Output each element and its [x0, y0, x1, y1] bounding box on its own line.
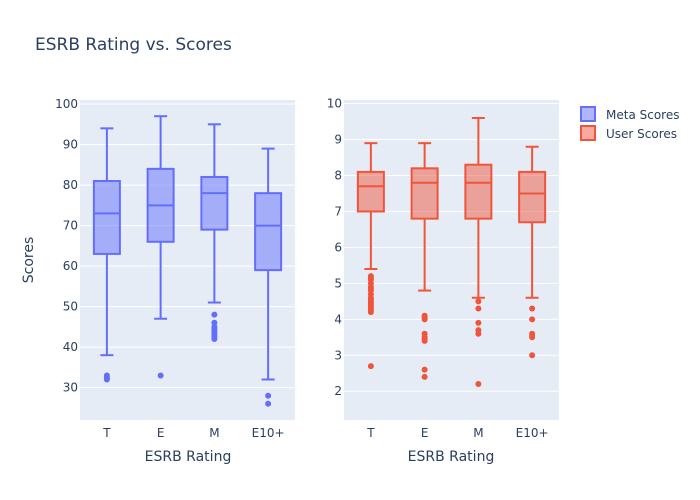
y-tick-label-user-8: 8: [334, 169, 342, 183]
x-axis-title-meta: ESRB Rating: [145, 449, 232, 465]
legend-item-user-scores[interactable]: User Scores: [580, 125, 677, 141]
chart-title: ESRB Rating vs. Scores: [35, 35, 232, 55]
y-axis-title: Scores: [21, 237, 37, 284]
box-meta-t[interactable]: [92, 127, 121, 383]
y-tick-label-meta-100: 100: [55, 97, 78, 111]
outlier-point[interactable]: [475, 305, 482, 312]
y-tick-label-meta-40: 40: [63, 340, 78, 354]
outlier-point[interactable]: [421, 337, 428, 344]
ticks-user-scores: 2 3 4 5 6 7 8 9 10 T E M E10+: [327, 97, 549, 440]
x-tick-label-meta-m: M: [209, 426, 219, 440]
legend-label-meta-scores: Meta Scores: [606, 108, 679, 122]
gridlines-meta-scores: [80, 103, 295, 389]
y-tick-label-meta-90: 90: [63, 138, 78, 152]
iqr-box: [92, 180, 121, 255]
outlier-point[interactable]: [421, 373, 428, 380]
box-user-e[interactable]: [410, 142, 439, 380]
iqr-box: [518, 170, 547, 224]
legend-item-meta-scores[interactable]: Meta Scores: [580, 106, 679, 122]
outlier-point[interactable]: [475, 330, 482, 337]
y-tick-label-meta-50: 50: [63, 300, 78, 314]
legend-label-user-scores: User Scores: [606, 127, 677, 141]
iqr-box: [410, 167, 439, 220]
x-tick-label-user-e10plus: E10+: [516, 426, 549, 440]
ticks-meta-scores: 30 40 50 60 70 80 90 100 T E M E10+: [55, 97, 284, 440]
y-tick-label-user-3: 3: [334, 348, 342, 362]
box-meta-m[interactable]: [200, 123, 229, 342]
outlier-point[interactable]: [367, 363, 374, 370]
x-tick-label-user-m: M: [473, 426, 483, 440]
box-user-e10plus[interactable]: [518, 145, 547, 359]
box-user-t[interactable]: [356, 142, 385, 370]
boxes-user-scores: [356, 116, 547, 388]
y-tick-label-meta-60: 60: [63, 259, 78, 273]
boxes-meta-scores: [92, 115, 283, 407]
outlier-point[interactable]: [421, 366, 428, 373]
y-tick-label-user-10: 10: [327, 97, 342, 111]
outlier-point[interactable]: [265, 392, 272, 399]
y-tick-label-user-6: 6: [334, 240, 342, 254]
y-tick-label-user-2: 2: [334, 384, 342, 398]
iqr-box: [254, 192, 283, 272]
legend-swatch-user-scores: [580, 125, 596, 141]
iqr-box: [356, 170, 385, 213]
x-tick-label-meta-e10plus: E10+: [252, 426, 285, 440]
outlier-point[interactable]: [265, 400, 272, 407]
x-tick-label-meta-e: E: [157, 426, 165, 440]
y-tick-label-meta-80: 80: [63, 178, 78, 192]
y-tick-label-meta-30: 30: [63, 381, 78, 395]
x-tick-label-user-e: E: [421, 426, 429, 440]
x-tick-label-meta-t: T: [102, 426, 111, 440]
outlier-point[interactable]: [103, 376, 110, 383]
outlier-point[interactable]: [529, 352, 536, 359]
box-meta-e10plus[interactable]: [254, 147, 283, 407]
y-tick-label-user-9: 9: [334, 133, 342, 147]
outlier-point[interactable]: [529, 305, 536, 312]
x-tick-label-user-t: T: [366, 426, 375, 440]
y-tick-label-user-5: 5: [334, 276, 342, 290]
outlier-point[interactable]: [529, 334, 536, 341]
outlier-point[interactable]: [421, 316, 428, 323]
y-tick-label-user-4: 4: [334, 312, 342, 326]
outlier-point[interactable]: [475, 298, 482, 305]
outlier-point[interactable]: [475, 319, 482, 326]
outlier-point[interactable]: [211, 311, 218, 318]
iqr-box: [200, 175, 229, 231]
outlier-point[interactable]: [475, 381, 482, 388]
iqr-box: [464, 163, 493, 220]
outlier-point[interactable]: [211, 335, 218, 342]
outlier-point[interactable]: [367, 309, 374, 316]
legend-swatch-meta-scores: [580, 106, 596, 122]
box-meta-e[interactable]: [146, 115, 175, 379]
box-user-m[interactable]: [464, 116, 493, 388]
outlier-point[interactable]: [157, 372, 164, 379]
outlier-point[interactable]: [529, 316, 536, 323]
plot-area-user-scores: [344, 100, 559, 420]
x-axis-title-user: ESRB Rating: [408, 449, 495, 465]
legend[interactable]: Meta Scores User Scores: [580, 106, 679, 141]
y-tick-label-user-7: 7: [334, 204, 342, 218]
y-tick-label-meta-70: 70: [63, 219, 78, 233]
gridlines-user-scores: [344, 103, 559, 392]
